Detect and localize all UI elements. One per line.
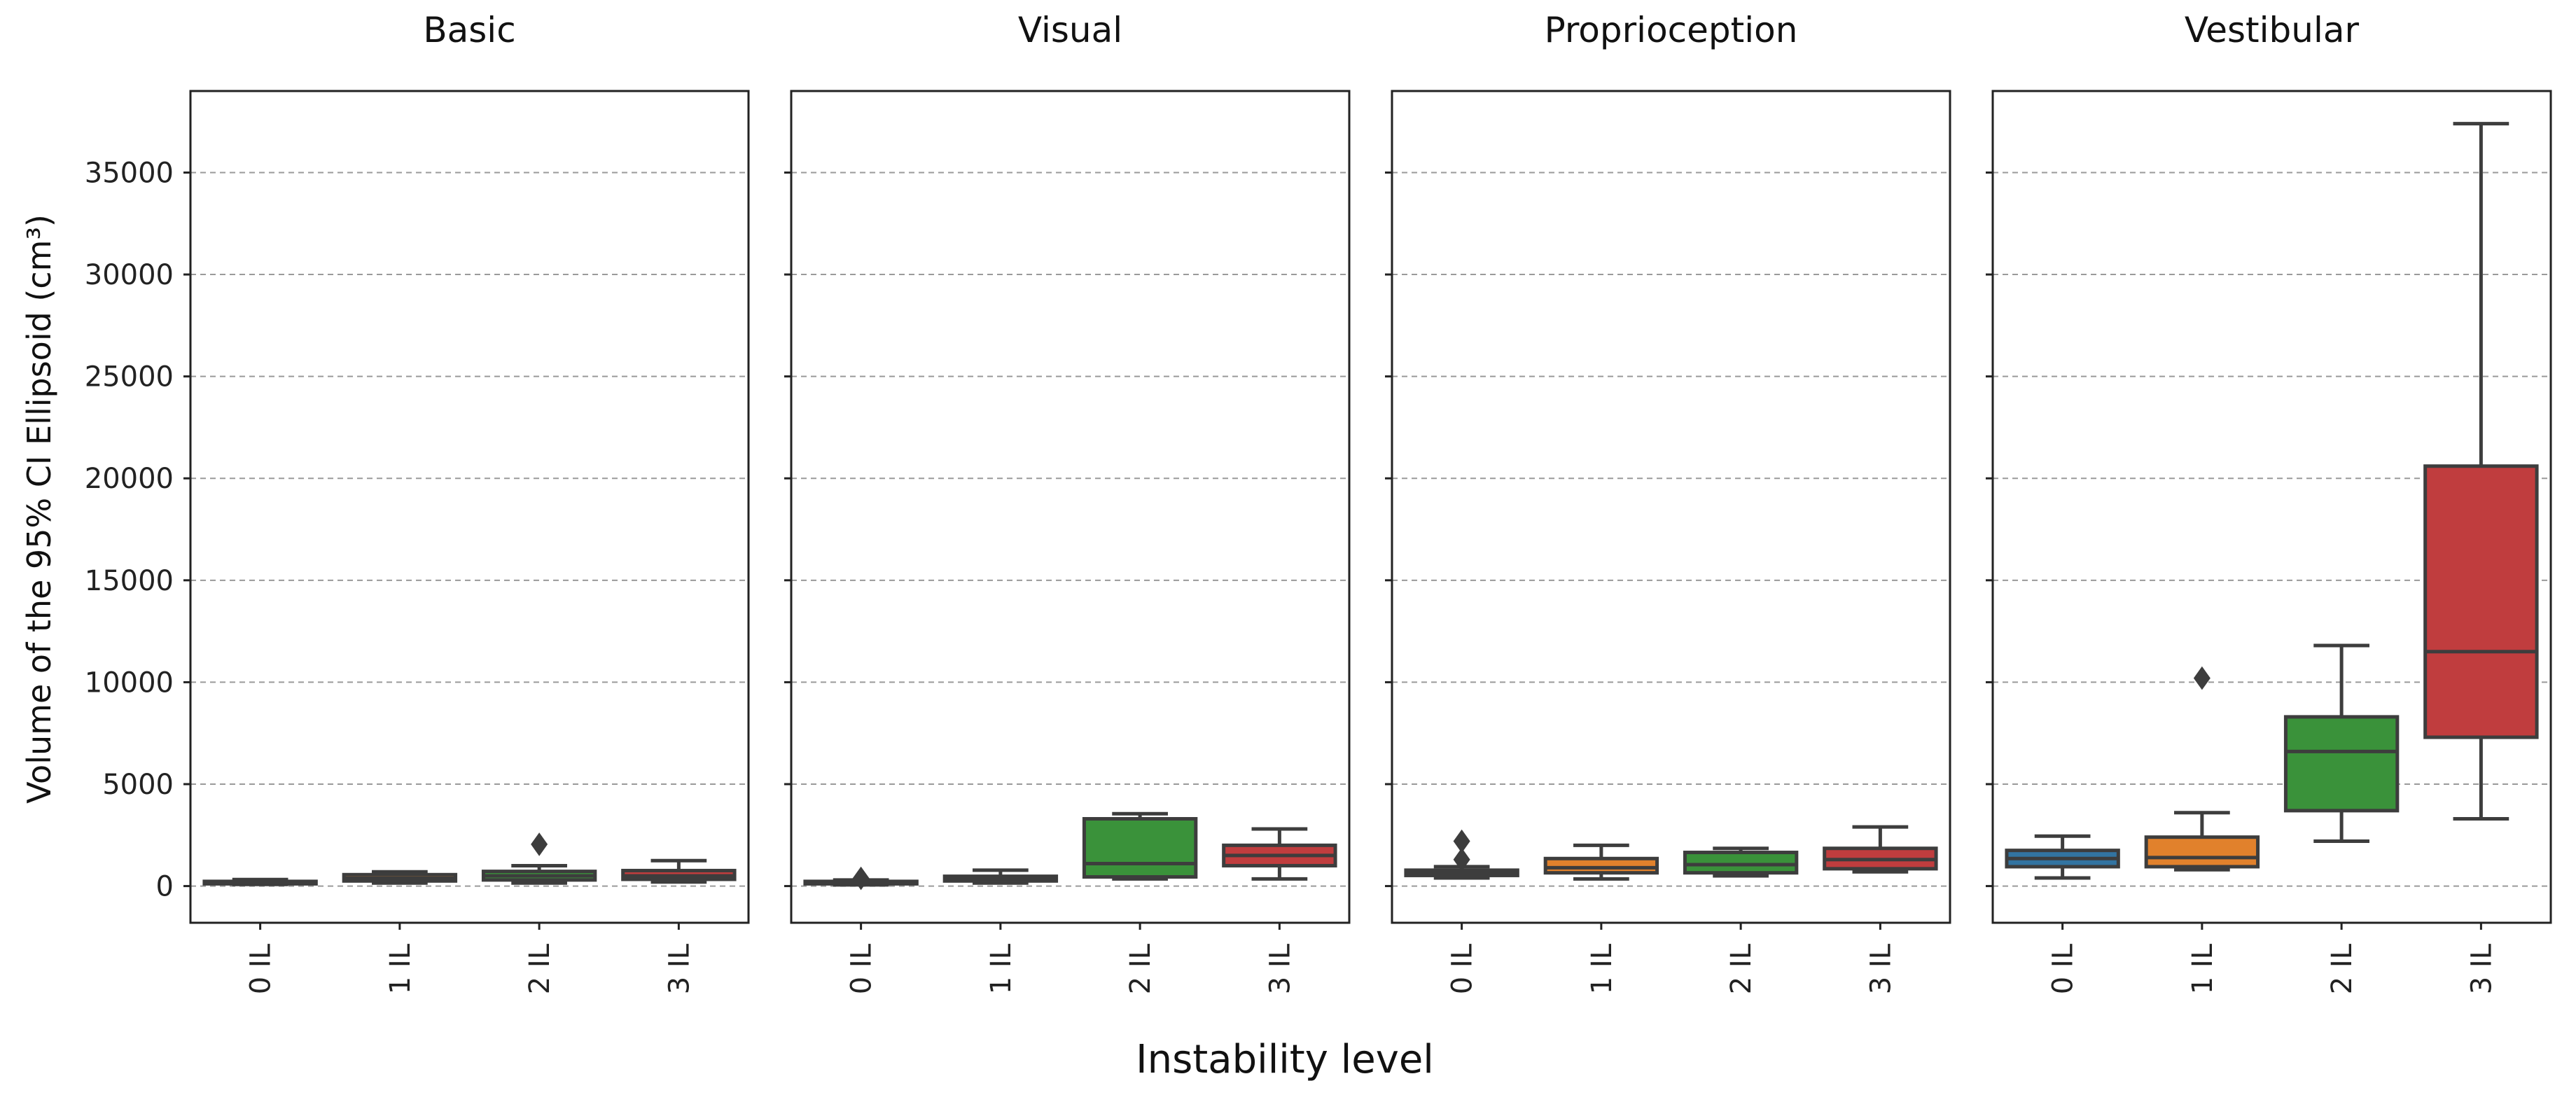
panels-layer: Basic 0 5000 10000 15000 20000 25000 30000 35000… [85, 10, 2552, 994]
box-2-il [1082, 811, 1198, 881]
box-2-il [2283, 643, 2400, 844]
x-tick-label: 2 IL [2326, 943, 2358, 994]
iqr-box [1082, 817, 1198, 879]
y-tick-label: 30000 [85, 259, 174, 291]
box-1-il [942, 868, 1059, 885]
panel-frame [1391, 90, 1951, 924]
box-2-il [481, 832, 597, 885]
outlier-point [2193, 666, 2211, 690]
iqr-box [2283, 715, 2400, 813]
outlier-point [852, 866, 870, 891]
box-1-il [1543, 843, 1659, 881]
panel-title: Proprioception [1545, 10, 1798, 50]
iqr-box [1543, 856, 1659, 875]
x-tick-label: 2 IL [524, 943, 556, 994]
x-tick-label: 1 IL [985, 943, 1017, 994]
outlier-point [1453, 847, 1470, 872]
x-tick-label: 0 IL [1447, 943, 1479, 994]
x-tick-label: 1 IL [384, 943, 417, 994]
box-1-il [342, 870, 458, 885]
box-0-il [202, 877, 318, 886]
panel-frame [189, 90, 750, 924]
iqr-box [2423, 464, 2539, 739]
y-tick-label: 35000 [85, 157, 174, 189]
x-tick-label: 3 IL [2465, 943, 2498, 994]
y-tick-label: 5000 [102, 769, 174, 801]
x-tick-label: 1 IL [1586, 943, 1618, 994]
box-2-il [1683, 846, 1799, 878]
x-tick-label: 3 IL [663, 943, 695, 994]
panel-proprioception: Proprioception 0 IL 1 IL 2 IL 3 IL [1385, 10, 1951, 994]
box-0-il [803, 866, 919, 891]
box-1-il [2144, 666, 2260, 872]
x-tick-label: 3 IL [1264, 943, 1296, 994]
panel-vestibular: Vestibular 0 IL 1 IL 2 IL 3 IL [1986, 10, 2552, 994]
panel-title: Visual [1018, 10, 1122, 50]
panel-visual: Visual 0 IL 1 IL 2 IL 3 IL [784, 10, 1351, 994]
iqr-box [2144, 835, 2260, 869]
y-tick-label: 15000 [85, 565, 174, 597]
panel-title: Basic [423, 10, 515, 50]
iqr-box [1683, 851, 1799, 875]
x-tick-label: 1 IL [2187, 943, 2219, 994]
box-3-il [1823, 825, 1938, 874]
panel-title: Vestibular [2185, 10, 2360, 50]
y-tick-label: 10000 [85, 667, 174, 699]
y-axis-title: Volume of the 95% CI Ellipsoid (cm³) [20, 214, 58, 804]
x-tick-label: 2 IL [1125, 943, 1157, 994]
x-tick-label: 0 IL [2047, 943, 2080, 994]
box-3-il [621, 858, 737, 884]
x-tick-label: 0 IL [846, 943, 878, 994]
box-3-il [2423, 122, 2539, 821]
panel-basic: Basic 0 5000 10000 15000 20000 25000 30000 35000… [85, 10, 750, 994]
box-3-il [1222, 827, 1337, 881]
panel-frame [790, 90, 1351, 924]
panel-frame [1991, 90, 2552, 924]
x-axis-title: Instability level [1136, 1037, 1434, 1082]
outlier-point [1453, 829, 1470, 853]
box-0-il [1404, 829, 1519, 880]
x-tick-label: 2 IL [1725, 943, 1757, 994]
outlier-point [531, 832, 548, 856]
box-0-il [2005, 834, 2120, 880]
x-tick-label: 0 IL [245, 943, 277, 994]
y-tick-label: 25000 [85, 361, 174, 393]
y-tick-label: 0 [156, 871, 174, 903]
y-tick-label: 20000 [85, 463, 174, 495]
x-tick-label: 3 IL [1865, 943, 1897, 994]
